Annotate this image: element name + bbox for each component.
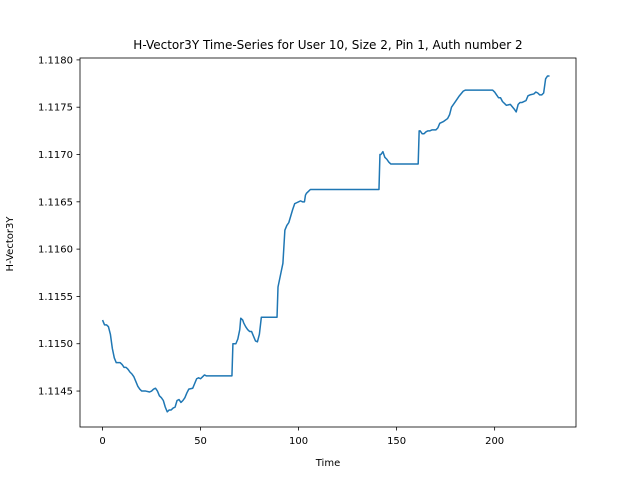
- x-tick-label: 100: [289, 436, 308, 447]
- y-tick-label: 1.1155: [38, 292, 73, 303]
- y-tick-label: 1.1160: [38, 245, 73, 256]
- y-tick-label: 1.1150: [38, 339, 73, 350]
- x-tick-label: 50: [194, 436, 207, 447]
- y-tick-label: 1.1170: [38, 150, 73, 161]
- axes-frame: [79, 57, 577, 428]
- x-tick-label: 150: [387, 436, 406, 447]
- x-tick-label: 200: [485, 436, 504, 447]
- y-tick-label: 1.1180: [38, 55, 73, 66]
- y-tick-label: 1.1165: [38, 197, 73, 208]
- series-line-0: [101, 75, 550, 413]
- x-tick-label: 0: [99, 436, 105, 447]
- y-axis-label: H-Vector3Y: [5, 216, 16, 272]
- y-tick-label: 1.1145: [38, 387, 73, 398]
- plot-area: 0 50 100 150 200 1.1145 1.1150 1.1155 1.1160 1.11…: [38, 55, 577, 447]
- chart-title: H-Vector3Y Time-Series for User 10, Size…: [133, 38, 522, 52]
- y-tick-label: 1.1175: [38, 103, 73, 114]
- x-axis-label: Time: [315, 458, 340, 469]
